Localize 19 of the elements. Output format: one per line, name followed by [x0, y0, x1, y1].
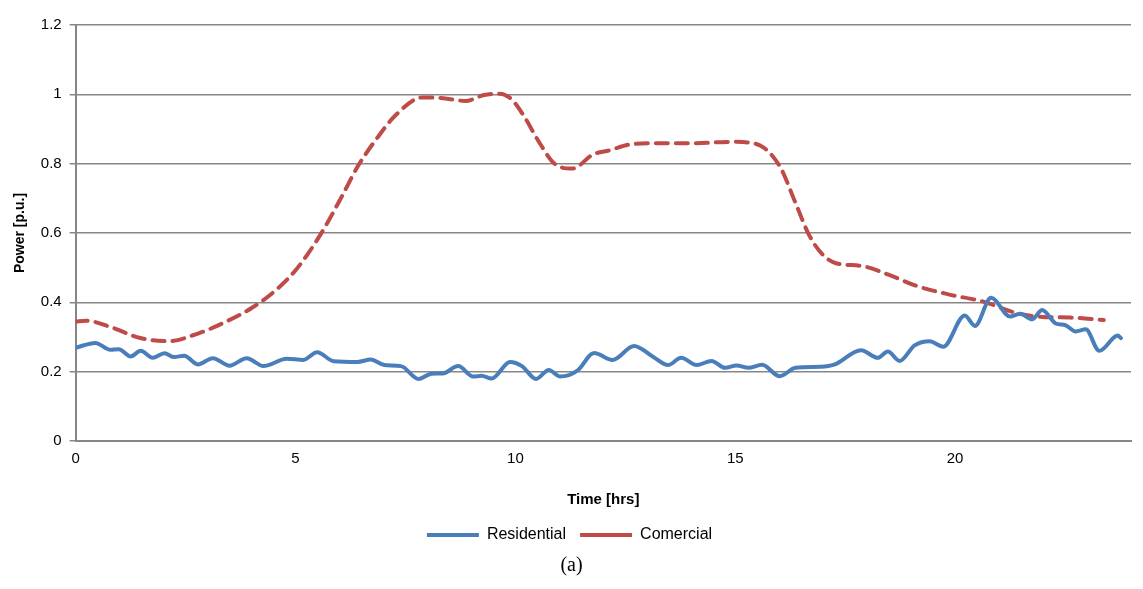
line-series	[75, 91, 1106, 344]
y-tick-label: 1.2	[40, 15, 62, 33]
legend-label: Residential	[486, 525, 567, 543]
x-tick-label: 0	[71, 449, 80, 467]
y-axis-title: Power [p.u.]	[11, 192, 28, 274]
y-tick-label: 0.4	[40, 292, 62, 310]
x-tick-label: 20	[946, 449, 964, 467]
legend-label: Comercial	[640, 525, 713, 543]
x-tick-label: 15	[726, 449, 744, 467]
y-tick-label: 0.2	[40, 361, 62, 379]
text: (a)	[559, 553, 584, 576]
y-tick-label: 0	[53, 431, 62, 449]
y-tick-label: 0.6	[40, 223, 62, 241]
y-tick-label: 1	[53, 84, 62, 102]
x-tick-label: 5	[291, 449, 300, 467]
line-series	[75, 295, 1123, 381]
x-tick-label: 10	[507, 449, 524, 467]
y-tick-label: 0.8	[40, 153, 62, 171]
x-axis-title: Time [hrs]	[567, 490, 640, 508]
